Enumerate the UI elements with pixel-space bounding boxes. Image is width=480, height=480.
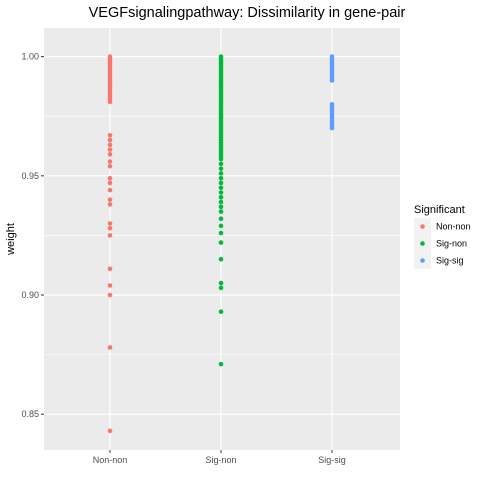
data-point-sig-non (218, 171, 224, 176)
data-point-non-non (107, 175, 113, 181)
x-tick-label: Sig-non (205, 455, 236, 465)
data-point-non-non (107, 132, 113, 138)
data-point-sig-non (218, 166, 224, 171)
data-point-sig-non (218, 285, 224, 291)
data-point-sig-non (218, 223, 224, 229)
data-point-non-non (107, 187, 113, 193)
legend-entries: Non-non Sig-non Sig-sig (414, 218, 471, 269)
data-point-non-non (107, 266, 113, 272)
legend-label: Sig-sig (436, 256, 464, 266)
data-point-non-non (107, 159, 113, 164)
data-point-sig-non (218, 199, 224, 205)
data-point-sig-sig (329, 78, 335, 83)
data-point-sig-non (218, 175, 224, 181)
data-points (107, 54, 335, 434)
data-point-sig-non (218, 204, 224, 210)
data-point-non-non (107, 147, 113, 152)
legend-key-point (420, 258, 425, 263)
y-tick-label: 0.95 (21, 171, 39, 181)
data-point-non-non (107, 180, 113, 186)
legend-key-point (420, 241, 425, 246)
data-point-non-non (107, 428, 113, 434)
data-point-non-non (107, 345, 113, 350)
data-point-non-non (107, 225, 113, 231)
data-point-non-non (107, 152, 113, 157)
data-point-sig-non (218, 194, 224, 200)
data-point-non-non (107, 292, 113, 298)
data-point-sig-non (218, 361, 224, 367)
legend-title: Significant (414, 204, 465, 216)
data-point-sig-non (218, 185, 224, 191)
data-point-non-non (107, 99, 113, 105)
data-point-non-non (107, 221, 113, 226)
legend: Significant Non-non Sig-non Sig-sig (414, 204, 471, 269)
data-point-sig-non (218, 309, 224, 315)
legend-key-point (420, 224, 425, 229)
y-tick-label: 0.90 (21, 290, 39, 300)
data-point-non-non (107, 142, 113, 148)
x-tick-label: Non-non (93, 455, 128, 465)
data-point-non-non (107, 137, 113, 143)
data-point-non-non (107, 233, 113, 238)
x-axis-ticks: Non-non Sig-non Sig-sig (93, 450, 346, 465)
data-point-sig-non (218, 209, 224, 214)
y-tick-label: 1.00 (21, 52, 39, 62)
y-axis-ticks: 0.85 0.90 0.95 1.00 (21, 52, 44, 419)
legend-label: Non-non (436, 222, 471, 232)
y-axis-title: weight (5, 223, 17, 256)
data-point-sig-non (218, 190, 224, 195)
y-tick-label: 0.85 (21, 409, 39, 419)
data-point-non-non (107, 283, 113, 288)
legend-label: Sig-non (436, 239, 467, 249)
data-point-sig-non (218, 156, 224, 162)
chart-title: VEGFsignalingpathway: Dissimilarity in g… (89, 5, 406, 21)
data-point-sig-non (218, 280, 224, 286)
data-point-non-non (107, 163, 113, 169)
data-point-non-non (107, 197, 113, 202)
x-tick-label: Sig-sig (318, 455, 346, 465)
data-point-sig-non (218, 240, 224, 245)
data-point-non-non (107, 202, 113, 207)
data-point-sig-non (218, 161, 224, 167)
data-point-sig-non (218, 230, 224, 236)
data-point-sig-non (218, 216, 224, 222)
data-point-sig-non (218, 256, 224, 262)
data-point-sig-non (218, 180, 224, 186)
data-point-sig-sig (329, 125, 335, 131)
